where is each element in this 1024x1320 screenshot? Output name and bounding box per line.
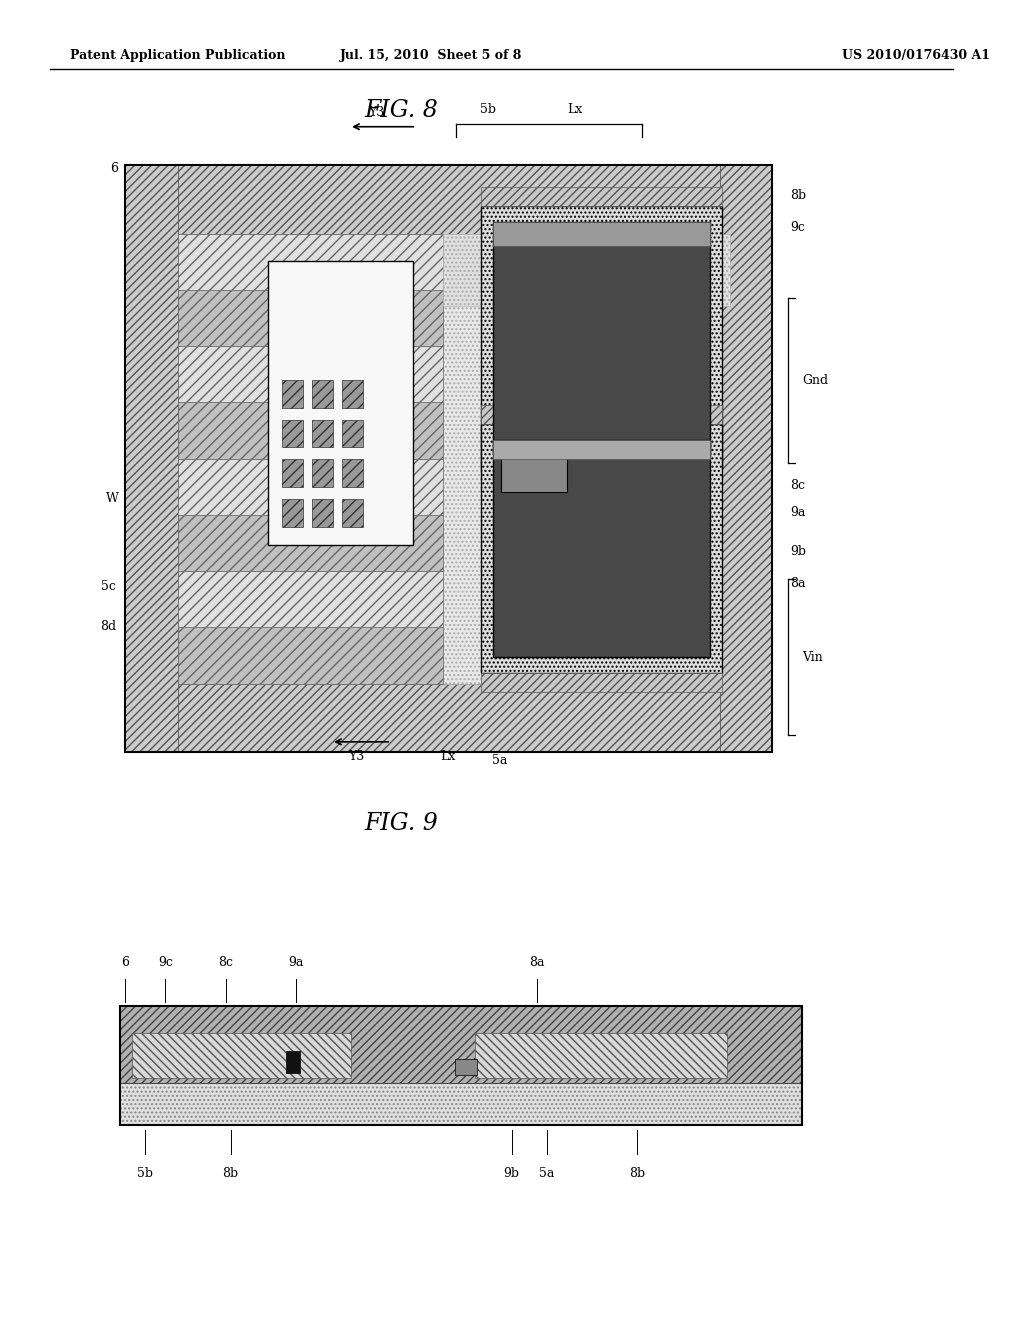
Bar	[312, 459, 333, 487]
Text: Lx: Lx	[567, 103, 583, 116]
Bar	[282, 459, 303, 487]
Bar	[481, 673, 722, 692]
Bar	[312, 380, 333, 408]
Text: 5b: 5b	[137, 1167, 154, 1180]
Bar	[121, 1082, 803, 1125]
Bar	[121, 1006, 803, 1125]
Text: FIG. 8: FIG. 8	[365, 99, 438, 121]
Bar	[342, 380, 364, 408]
Text: Vin: Vin	[803, 651, 823, 664]
Text: US 2010/0176430 A1: US 2010/0176430 A1	[843, 49, 990, 62]
Bar	[177, 346, 443, 403]
Bar	[312, 420, 333, 447]
Text: 9c: 9c	[791, 220, 805, 234]
Bar	[286, 1051, 300, 1072]
Text: 5b: 5b	[480, 103, 497, 116]
Bar	[268, 261, 414, 545]
Bar	[282, 420, 303, 447]
Bar	[481, 206, 722, 469]
Bar	[481, 187, 722, 206]
Text: 5c: 5c	[101, 579, 117, 593]
Bar	[481, 405, 722, 424]
Bar	[342, 499, 364, 527]
Text: 8b: 8b	[222, 1167, 239, 1180]
Text: 5a: 5a	[539, 1167, 554, 1180]
Text: Patent Application Publication: Patent Application Publication	[71, 49, 286, 62]
Bar	[121, 1006, 803, 1082]
Bar	[177, 572, 443, 627]
Text: Lx: Lx	[440, 750, 456, 763]
Bar	[455, 1059, 476, 1074]
Bar	[342, 420, 364, 447]
Text: 8a: 8a	[528, 956, 545, 969]
Bar	[177, 234, 720, 684]
Bar	[475, 1032, 727, 1077]
Bar	[282, 499, 303, 527]
Bar	[177, 515, 443, 572]
Bar	[342, 459, 364, 487]
Bar	[177, 290, 443, 346]
Text: 6: 6	[122, 956, 129, 969]
Text: 8a: 8a	[791, 577, 806, 590]
Bar	[125, 165, 772, 752]
Text: W: W	[105, 492, 119, 506]
Bar	[443, 234, 730, 306]
Bar	[125, 165, 177, 752]
Text: 9c: 9c	[158, 956, 173, 969]
Text: 5a: 5a	[492, 754, 507, 767]
Text: 8b: 8b	[791, 189, 807, 202]
Text: 9b: 9b	[504, 1167, 519, 1180]
Text: Y3: Y3	[368, 106, 384, 119]
Bar	[494, 440, 710, 459]
Text: Y3: Y3	[348, 750, 365, 763]
Text: 6: 6	[111, 162, 119, 176]
Text: 9a: 9a	[791, 506, 806, 519]
Text: Gnd: Gnd	[803, 374, 828, 387]
Text: 8c: 8c	[218, 956, 233, 969]
Text: 8b: 8b	[629, 1167, 645, 1180]
Bar	[125, 165, 772, 234]
Bar	[502, 450, 566, 492]
Bar	[177, 234, 443, 290]
Bar	[443, 234, 483, 684]
Bar	[282, 380, 303, 408]
Text: 9b: 9b	[791, 545, 806, 558]
Bar	[177, 403, 443, 459]
Bar	[125, 684, 772, 752]
Bar	[720, 165, 772, 752]
Bar	[481, 424, 722, 673]
Bar	[177, 459, 443, 515]
Bar	[494, 222, 710, 246]
Bar	[177, 627, 443, 684]
Bar	[483, 234, 720, 684]
Bar	[312, 499, 333, 527]
Bar	[494, 440, 710, 657]
Bar	[494, 222, 710, 453]
Text: 9a: 9a	[288, 956, 303, 969]
Text: 8c: 8c	[791, 479, 805, 492]
Text: 8d: 8d	[100, 620, 117, 634]
Bar	[132, 1032, 350, 1077]
Text: FIG. 9: FIG. 9	[365, 812, 438, 834]
Text: Jul. 15, 2010  Sheet 5 of 8: Jul. 15, 2010 Sheet 5 of 8	[340, 49, 522, 62]
